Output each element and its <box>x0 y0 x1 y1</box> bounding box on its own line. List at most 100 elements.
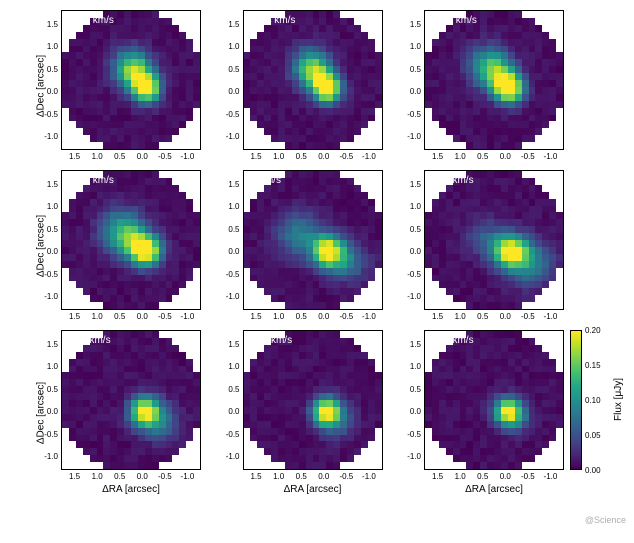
panel--329: 1.51.00.50.0-0.5-1.0-329 km/s1.51.00.50.… <box>403 10 624 162</box>
velocity-label: 659 km/s <box>433 335 474 346</box>
xtick-label: 1.5 <box>432 152 443 161</box>
velocity-label: -494 km/s <box>252 15 296 26</box>
yticks: 1.51.00.50.0-0.5-1.0 <box>222 330 243 470</box>
xtick-label: -1.0 <box>544 152 558 161</box>
xtick-label: 1.5 <box>432 472 443 481</box>
ytick-label: -0.5 <box>226 110 240 119</box>
xtick-label: 0.5 <box>114 312 125 321</box>
ytick-label: -0.5 <box>226 430 240 439</box>
ytick-label: 1.5 <box>228 180 239 189</box>
ytick-label: -1.0 <box>44 132 58 141</box>
colorbar-tick-label: 0.10 <box>585 396 601 405</box>
ytick-label: 0.5 <box>228 385 239 394</box>
xtick-label: 0.5 <box>296 312 307 321</box>
ytick-label: -1.0 <box>226 452 240 461</box>
ytick-label: 1.0 <box>228 42 239 51</box>
yticks: 1.51.00.50.0-0.5-1.0 <box>40 330 61 470</box>
velocity-label: -659 km/s <box>70 15 114 26</box>
yticks: 1.51.00.50.0-0.5-1.0 <box>222 10 243 150</box>
xticks: 1.51.00.50.0-0.5-1.0 <box>61 150 201 162</box>
ytick-label: 0.5 <box>228 65 239 74</box>
xtick-label: -0.5 <box>158 312 172 321</box>
xtick-label: 1.5 <box>250 152 261 161</box>
yticks: 1.51.00.50.0-0.5-1.0 <box>403 330 424 470</box>
xtick-label: -1.0 <box>362 312 376 321</box>
plot-area: 165 km/s <box>424 170 564 310</box>
xtick-label: 1.0 <box>455 152 466 161</box>
heatmap <box>244 331 382 469</box>
ytick-label: 0.5 <box>410 385 421 394</box>
ytick-label: -1.0 <box>407 132 421 141</box>
plot-area: 659 km/s <box>424 330 564 470</box>
yticks: 1.51.00.50.0-0.5-1.0 <box>40 10 61 150</box>
xtick-label: 0.0 <box>500 312 511 321</box>
x-axis-label: ΔRA [arcsec] <box>243 484 383 495</box>
ytick-label: 1.0 <box>410 202 421 211</box>
xtick-label: -0.5 <box>339 312 353 321</box>
xtick-label: -1.0 <box>181 312 195 321</box>
xtick-label: 0.5 <box>114 152 125 161</box>
colorbar-ticks: 0.200.150.100.050.00 <box>582 330 609 470</box>
velocity-label: 165 km/s <box>433 175 474 186</box>
plot-area: -494 km/s <box>243 10 383 150</box>
heatmap <box>425 171 563 309</box>
figure-root: ΔDec [arcsec]1.51.00.50.0-0.5-1.0-659 km… <box>40 10 624 495</box>
ytick-label: 1.0 <box>47 42 58 51</box>
xtick-label: 0.0 <box>318 312 329 321</box>
x-axis-label: ΔRA [arcsec] <box>424 484 564 495</box>
xticks: 1.51.00.50.0-0.5-1.0 <box>61 470 201 482</box>
yticks: 1.51.00.50.0-0.5-1.0 <box>403 10 424 150</box>
ytick-label: 0.0 <box>47 87 58 96</box>
ytick-label: 1.0 <box>410 42 421 51</box>
xticks: 1.51.00.50.0-0.5-1.0 <box>243 470 383 482</box>
ytick-label: -1.0 <box>407 452 421 461</box>
xtick-label: -0.5 <box>339 152 353 161</box>
xtick-label: 0.5 <box>296 472 307 481</box>
ytick-label: -0.5 <box>407 270 421 279</box>
xtick-label: 0.5 <box>477 152 488 161</box>
xtick-label: -0.5 <box>521 152 535 161</box>
ytick-label: 0.0 <box>228 247 239 256</box>
ytick-label: 1.5 <box>228 340 239 349</box>
plot-area: 494 km/s <box>243 330 383 470</box>
xtick-label: 0.0 <box>318 472 329 481</box>
xtick-label: -1.0 <box>362 472 376 481</box>
velocity-label: -165 km/s <box>70 175 114 186</box>
xtick-label: 1.0 <box>273 312 284 321</box>
ytick-label: -1.0 <box>226 292 240 301</box>
ytick-label: 0.0 <box>47 407 58 416</box>
ytick-label: 0.0 <box>410 247 421 256</box>
ytick-label: 1.5 <box>47 20 58 29</box>
xtick-label: -0.5 <box>339 472 353 481</box>
panel-329: ΔDec [arcsec]1.51.00.50.0-0.5-1.0329 km/… <box>40 330 214 495</box>
ytick-label: -1.0 <box>44 292 58 301</box>
xtick-label: 1.5 <box>432 312 443 321</box>
xtick-label: 0.0 <box>137 152 148 161</box>
panel-0: 1.51.00.50.0-0.5-1.00 km/s1.51.00.50.0-0… <box>222 170 396 322</box>
ytick-label: 1.0 <box>47 202 58 211</box>
xticks: 1.51.00.50.0-0.5-1.0 <box>61 310 201 322</box>
xtick-label: 1.0 <box>455 312 466 321</box>
ytick-label: 0.0 <box>410 87 421 96</box>
yticks: 1.51.00.50.0-0.5-1.0 <box>222 170 243 310</box>
ytick-label: -1.0 <box>44 452 58 461</box>
velocity-label: 0 km/s <box>252 175 281 186</box>
watermark: @Science <box>585 515 626 525</box>
ytick-label: 1.0 <box>410 362 421 371</box>
plot-area: -329 km/s <box>424 10 564 150</box>
xtick-label: -0.5 <box>158 152 172 161</box>
xtick-label: -1.0 <box>544 312 558 321</box>
xtick-label: 1.0 <box>455 472 466 481</box>
ytick-label: -0.5 <box>407 430 421 439</box>
xtick-label: 0.0 <box>500 472 511 481</box>
xtick-label: -1.0 <box>362 152 376 161</box>
ytick-label: 0.0 <box>410 407 421 416</box>
xtick-label: -0.5 <box>521 312 535 321</box>
plot-area: 329 km/s <box>61 330 201 470</box>
heatmap <box>425 331 563 469</box>
ytick-label: 0.0 <box>47 247 58 256</box>
yticks: 1.51.00.50.0-0.5-1.0 <box>403 170 424 310</box>
ytick-label: 1.0 <box>228 202 239 211</box>
heatmap <box>62 11 200 149</box>
xtick-label: 1.0 <box>92 152 103 161</box>
